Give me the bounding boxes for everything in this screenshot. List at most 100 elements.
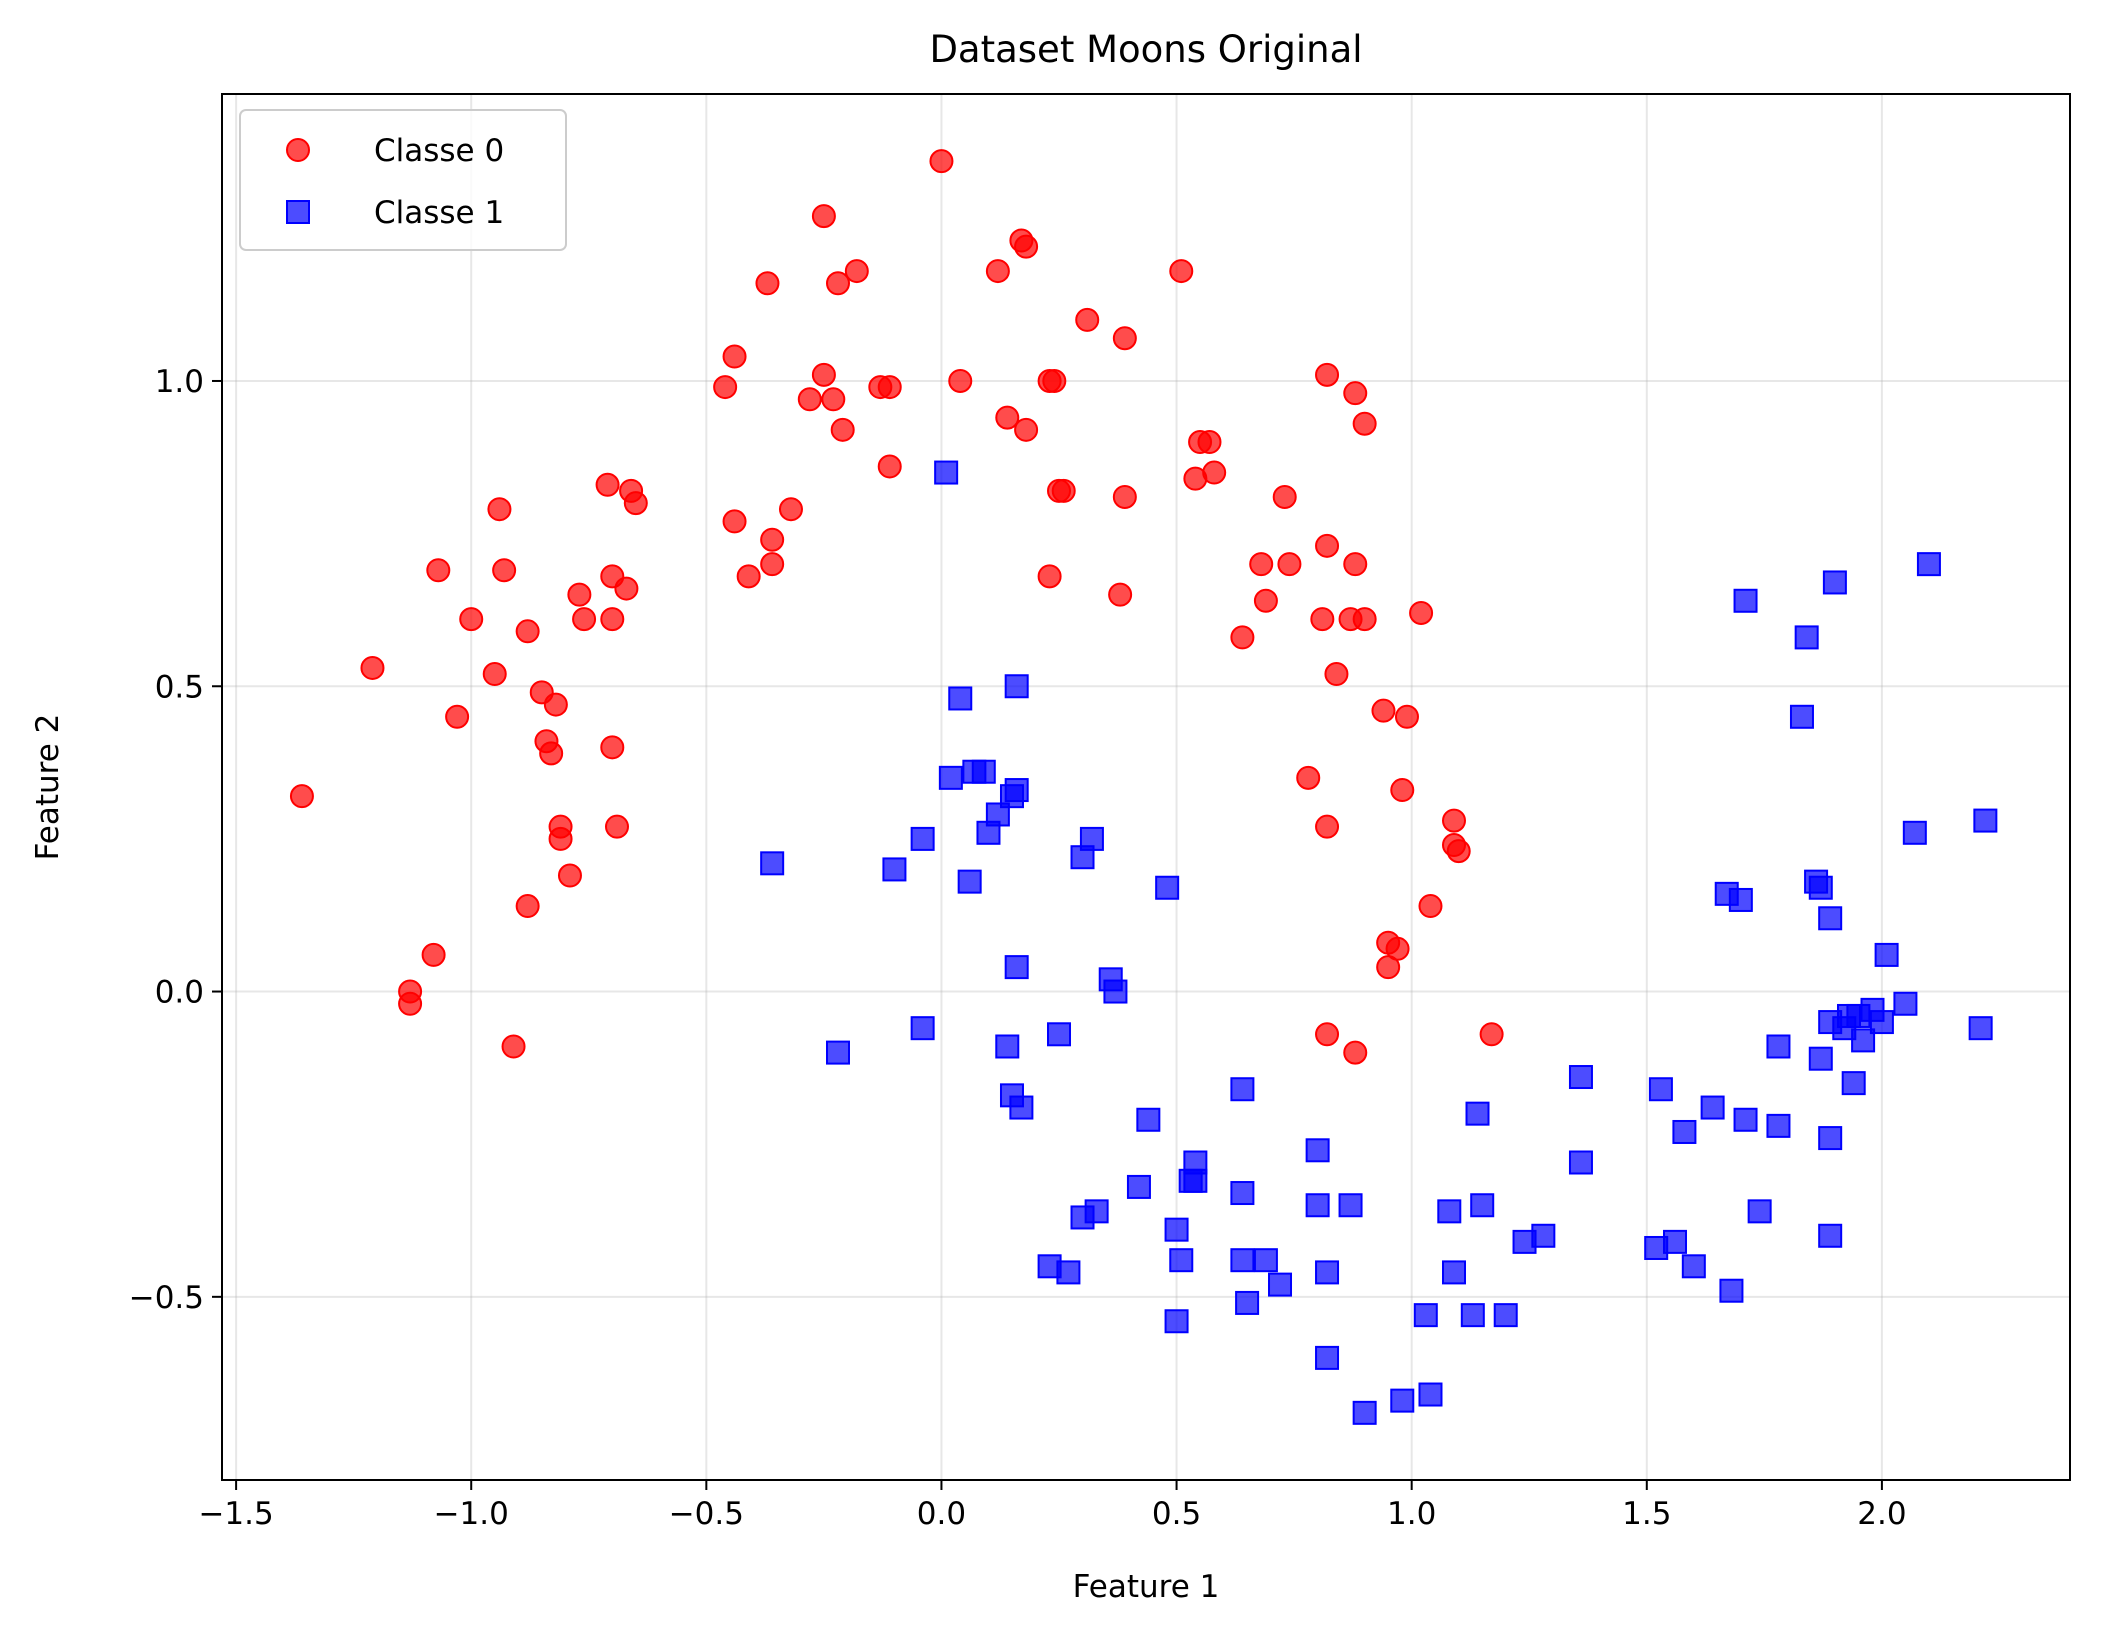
data-point-series-0 <box>614 576 639 601</box>
data-point-series-0 <box>426 558 451 583</box>
data-point-series-1 <box>1648 1077 1673 1102</box>
data-point-series-0 <box>760 552 785 577</box>
data-point-series-0 <box>600 607 625 632</box>
data-point-series-0 <box>877 375 902 400</box>
data-point-series-0 <box>948 368 973 393</box>
data-point-series-0 <box>1371 698 1396 723</box>
data-point-series-0 <box>557 863 582 888</box>
x-tick-label: 0.5 <box>1152 1496 1201 1532</box>
data-point-series-1 <box>1460 1303 1485 1328</box>
data-point-series-1 <box>1794 625 1819 650</box>
data-point-series-1 <box>999 784 1024 809</box>
data-point-series-1 <box>1070 845 1095 870</box>
data-point-series-0 <box>459 607 484 632</box>
data-point-series-0 <box>755 271 780 296</box>
data-point-series-1 <box>1672 1119 1697 1144</box>
data-point-series-1 <box>1916 552 1941 577</box>
data-point-series-1 <box>1305 1193 1330 1218</box>
data-point-series-1 <box>1230 1077 1255 1102</box>
data-point-series-1 <box>1352 1400 1377 1425</box>
data-point-series-0 <box>623 491 648 516</box>
data-point-series-0 <box>289 784 314 809</box>
data-point-series-1 <box>1733 588 1758 613</box>
data-point-series-1 <box>1822 570 1847 595</box>
data-point-series-0 <box>736 564 761 589</box>
plot-area <box>222 94 2070 1480</box>
data-point-series-1 <box>882 857 907 882</box>
data-point-series-1 <box>1305 1138 1330 1163</box>
data-point-series-1 <box>1136 1107 1161 1132</box>
y-axis-ticks: −0.5 0.0 0.5 1.0 <box>129 364 222 1316</box>
data-point-series-1 <box>1164 1309 1189 1334</box>
x-tick-label: −0.5 <box>669 1496 744 1532</box>
data-point-series-0 <box>1352 411 1377 436</box>
data-point-series-1 <box>1413 1303 1438 1328</box>
data-point-series-1 <box>1442 1260 1466 1285</box>
data-point-series-1 <box>1766 1113 1791 1138</box>
data-point-series-1 <box>1644 1235 1669 1260</box>
data-point-series-1 <box>1789 704 1814 729</box>
data-point-series-1 <box>1230 1248 1255 1273</box>
data-point-series-0 <box>1352 607 1377 632</box>
data-point-series-0 <box>595 472 620 497</box>
data-point-series-1 <box>760 851 785 876</box>
data-point-series-0 <box>830 417 855 442</box>
data-point-series-0 <box>539 741 564 766</box>
data-point-series-0 <box>1272 484 1297 509</box>
data-point-series-1 <box>1084 1199 1109 1224</box>
data-point-series-1 <box>1047 1022 1072 1047</box>
data-point-series-1 <box>995 1034 1020 1059</box>
data-points <box>289 149 1998 1425</box>
data-point-series-0 <box>1202 460 1227 485</box>
x-axis-ticks: −1.5 −1.0 −0.5 0.0 0.5 1.0 1.5 2.0 <box>198 1480 1907 1532</box>
data-point-series-1 <box>1126 1174 1151 1199</box>
x-tick-label: 0.0 <box>917 1496 966 1532</box>
data-point-series-0 <box>1479 1022 1504 1047</box>
data-point-series-0 <box>543 692 568 717</box>
data-point-series-1 <box>1893 991 1918 1016</box>
data-point-series-1 <box>1700 1095 1725 1120</box>
legend-marker-classe-0 <box>286 138 310 162</box>
data-point-series-0 <box>778 497 803 522</box>
data-point-series-1 <box>1869 1010 1894 1035</box>
data-point-series-1 <box>934 460 959 485</box>
data-point-series-0 <box>1394 704 1419 729</box>
data-point-series-1 <box>1512 1229 1537 1254</box>
data-point-series-1 <box>1841 1071 1866 1096</box>
data-point-series-1 <box>1253 1248 1278 1273</box>
data-point-series-0 <box>1169 259 1194 284</box>
x-tick-label: −1.5 <box>198 1496 273 1532</box>
data-point-series-0 <box>713 375 738 400</box>
data-point-series-1 <box>1766 1034 1791 1059</box>
legend-label-classe-1: Classe 1 <box>374 195 504 231</box>
data-point-series-1 <box>1568 1150 1593 1175</box>
data-point-series-0 <box>1197 430 1222 455</box>
data-point-series-1 <box>1681 1254 1706 1279</box>
x-tick-label: 1.5 <box>1622 1496 1671 1532</box>
data-point-series-1 <box>1733 1107 1758 1132</box>
data-point-series-0 <box>722 509 747 534</box>
data-point-series-1 <box>1808 875 1833 900</box>
data-point-series-0 <box>995 405 1020 430</box>
data-point-series-0 <box>548 826 573 851</box>
data-point-series-0 <box>1249 552 1274 577</box>
data-point-series-0 <box>1112 484 1137 509</box>
grid <box>222 94 2070 1480</box>
y-tick-label: 1.0 <box>155 364 204 400</box>
data-point-series-0 <box>445 704 470 729</box>
data-point-series-1 <box>1315 1260 1340 1285</box>
data-point-series-0 <box>1277 552 1302 577</box>
data-point-series-1 <box>938 765 963 790</box>
data-point-series-0 <box>1315 533 1340 558</box>
x-axis-label: Feature 1 <box>1073 1569 1220 1605</box>
data-point-series-0 <box>1042 368 1067 393</box>
data-point-series-0 <box>1409 600 1434 625</box>
data-point-series-0 <box>515 619 540 644</box>
data-point-series-1 <box>1103 979 1128 1004</box>
data-point-series-0 <box>1390 778 1415 803</box>
data-point-series-0 <box>1253 588 1278 613</box>
data-point-series-0 <box>482 662 507 687</box>
data-point-series-0 <box>826 271 850 296</box>
data-point-series-1 <box>1747 1199 1772 1224</box>
